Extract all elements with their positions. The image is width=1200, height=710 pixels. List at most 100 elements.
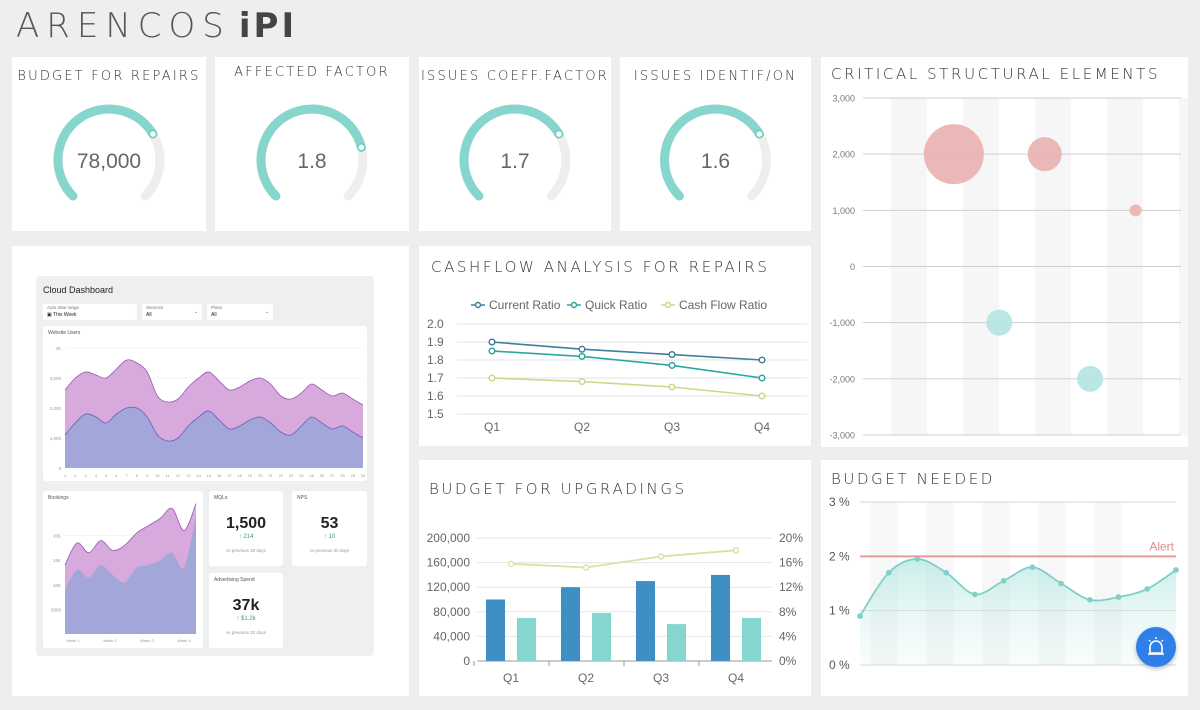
- y-tick-label: 3,000: [50, 376, 62, 381]
- data-point: [1087, 597, 1093, 603]
- series-b-area: [65, 515, 196, 634]
- kpi-title: NPS: [297, 495, 308, 501]
- kpi-sub: vs previous 30 days: [226, 548, 266, 553]
- y-tick-label: 160,000: [427, 556, 471, 570]
- data-point: [578, 345, 586, 353]
- gauge-chart: [53, 104, 165, 201]
- data-point: [758, 392, 766, 400]
- kpi-nps: NPS 53 ↑ 10 vs previous 30 days: [292, 491, 367, 566]
- data-point: [488, 374, 496, 382]
- budget-needed-chart: 3 % 2 % 1 % 0 % Alert: [829, 495, 1179, 672]
- chevron-down-icon: ⌄: [264, 309, 269, 315]
- cloud-dashboard-card: Cloud Dashboard Auto date range ▣ This W…: [12, 246, 409, 696]
- x-tick-label: 25: [309, 473, 314, 478]
- series-line: [491, 350, 763, 379]
- y-tick-label: 3 %: [829, 495, 850, 509]
- y-tick-label: 1.8: [427, 353, 444, 367]
- services-select[interactable]: Services All ⌄: [142, 304, 202, 320]
- y-tick-label: -3,000: [829, 431, 855, 441]
- y-tick-label: 1.9: [427, 335, 444, 349]
- kpi-value: 1,500: [225, 515, 267, 532]
- legend-label: Current Ratio: [489, 298, 561, 312]
- data-point: [668, 383, 676, 391]
- x-tick-label: Q3: [664, 420, 680, 434]
- y-tick-label: -2,000: [829, 374, 855, 384]
- y-tick-label: 0 %: [829, 658, 850, 672]
- gauge-chart: [256, 104, 368, 201]
- series-a-line: [64, 359, 364, 406]
- services-label: Services: [146, 305, 164, 310]
- y-tick-label: 4K: [55, 346, 61, 351]
- gauge-knob: [554, 129, 564, 139]
- kpi-delta: ↑ 214: [238, 534, 254, 540]
- x-tick-label: Q3: [653, 671, 669, 685]
- gauge-chart: [459, 104, 571, 201]
- y2-tick-label: 20%: [779, 531, 803, 545]
- gauge-value: 1.6: [700, 150, 731, 173]
- x-tick-label: 6: [115, 473, 118, 478]
- x-tick-label: 11: [166, 473, 171, 478]
- plans-value: All: [211, 312, 217, 318]
- x-tick-label: 22: [279, 473, 284, 478]
- x-tick-label: 19: [248, 473, 253, 478]
- date-range-select[interactable]: Auto date range ▣ This Week: [43, 304, 137, 320]
- data-point: [668, 351, 676, 359]
- series-b-line: [64, 406, 364, 442]
- y2-tick-label: 12%: [779, 580, 803, 594]
- x-tick-label: 29: [350, 473, 355, 478]
- bubble: [1129, 204, 1142, 217]
- plans-select[interactable]: Plans All ⌄: [207, 304, 273, 320]
- cashflow-chart: 2.0 1.9 1.8 1.7 1.6 1.5 Q1 Q2 Q3 Q4 Current Ratio Q…: [427, 298, 807, 434]
- y-tick-label: 120,000: [427, 580, 471, 594]
- kpi-delta: ↑ 10: [323, 534, 336, 540]
- x-tick-label: 26: [320, 473, 325, 478]
- kpi-advertising-spend: Advertising Spend 37k ↑ $1.2k vs previou…: [209, 573, 283, 648]
- critical-card: CRITICAL STRUCTURAL ELEMENTS 3,000 2,000 1…: [821, 57, 1188, 447]
- gauge-title: ISSUES COEFF.FACTOR: [420, 69, 609, 84]
- data-point: [943, 569, 949, 576]
- x-tick-label: 15: [207, 473, 212, 478]
- upgrades-title: BUDGET FOR UPGRADINGS: [429, 480, 687, 498]
- gauge-card-budget-for-repairs: BUDGET FOR REPAIRS 78,000: [12, 57, 206, 231]
- services-value: All: [146, 312, 152, 318]
- ratio-point: [507, 560, 515, 568]
- brand-suffix: iPI: [238, 6, 298, 46]
- date-range-label: Auto date range: [47, 305, 80, 310]
- alarm-button[interactable]: [1136, 627, 1176, 667]
- x-tick-label: Q2: [578, 671, 594, 685]
- y-tick-label: 80,000: [433, 605, 470, 619]
- x-tick-label: 18: [237, 473, 242, 478]
- y-tick-label: 40,000: [433, 629, 470, 643]
- alarm-icon: [1148, 637, 1164, 655]
- y-tick-label: 0: [463, 654, 470, 668]
- upgrades-card: BUDGET FOR UPGRADINGS 200,000 20% 160,000 1…: [419, 460, 811, 696]
- x-tick-label: 4: [95, 473, 98, 478]
- y-tick-label: 1.6: [427, 389, 444, 403]
- x-tick-label: 7: [126, 473, 129, 478]
- series-line: [491, 341, 763, 361]
- ratio-line: [510, 549, 737, 569]
- y-tick-label: 2,000: [832, 150, 855, 160]
- bar-series-a: [711, 574, 730, 661]
- y-tick-label: 1,000: [832, 206, 855, 216]
- bar-series-a: [636, 581, 655, 661]
- chevron-down-icon: ⌄: [193, 309, 198, 315]
- bar-series-b: [592, 613, 611, 661]
- y-tick-label: -1,000: [829, 318, 855, 328]
- gauge-title: AFFECTED FACTOR: [234, 65, 390, 80]
- x-tick-label: 24: [299, 473, 304, 478]
- cashflow-card: CASHFLOW ANALYSIS FOR REPAIRS 2.0 1.9 1.8 1…: [419, 246, 811, 446]
- ratio-point: [657, 553, 665, 560]
- kpi-value: 53: [320, 515, 339, 532]
- y2-tick-label: 0%: [779, 654, 797, 668]
- x-tick-label: 8: [136, 473, 139, 478]
- series-b-area: [65, 407, 363, 468]
- bar-series-b: [742, 617, 761, 661]
- gauge-card-affected-factor: AFFECTED FACTOR 1.8: [215, 57, 409, 231]
- gauge-card-issues-coeff-factor: ISSUES COEFF.FACTOR 1.7: [419, 57, 611, 231]
- y-tick-label: 1.5: [427, 407, 444, 421]
- gauge-title: BUDGET FOR REPAIRS: [17, 69, 201, 84]
- x-tick-label: Q2: [574, 420, 590, 434]
- x-tick-label: 28: [340, 473, 345, 478]
- bar-series-b: [667, 624, 686, 661]
